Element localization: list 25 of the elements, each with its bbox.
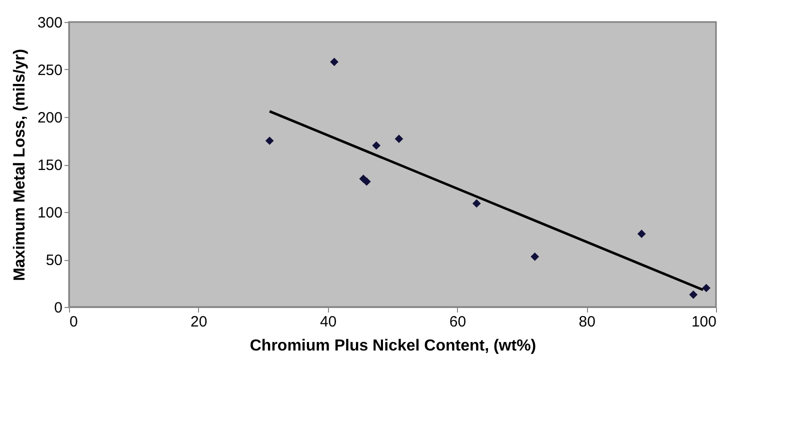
point xyxy=(702,284,710,292)
x-tick-label: 0 xyxy=(70,314,78,330)
x-tick-label: 80 xyxy=(578,314,596,330)
x-tick-label: 60 xyxy=(449,314,466,330)
y-tick-label: 250 xyxy=(37,62,62,79)
y-tick-label: 50 xyxy=(46,252,62,269)
point xyxy=(362,177,371,186)
x-tick-label: 20 xyxy=(190,314,208,330)
point xyxy=(637,230,646,238)
x-tick-label: 100 xyxy=(691,314,716,330)
point xyxy=(394,134,404,144)
y-tick-label: 100 xyxy=(37,204,62,222)
y-axis-title: Maximum Metal Loss, (mils/yr) xyxy=(11,48,28,282)
y-tick-label: 300 xyxy=(37,14,62,32)
point xyxy=(689,290,698,299)
y-tick-label: 0 xyxy=(54,300,62,316)
point xyxy=(372,141,381,150)
x-tick-label: 40 xyxy=(320,314,337,330)
point xyxy=(330,58,338,66)
point xyxy=(530,252,540,261)
point xyxy=(265,136,274,145)
point xyxy=(472,199,481,208)
x-axis-title: Chromium Plus Nickel Content, (wt%) xyxy=(250,338,536,354)
y-tick-label: 150 xyxy=(37,157,62,174)
y-tick-label: 200 xyxy=(37,110,62,126)
